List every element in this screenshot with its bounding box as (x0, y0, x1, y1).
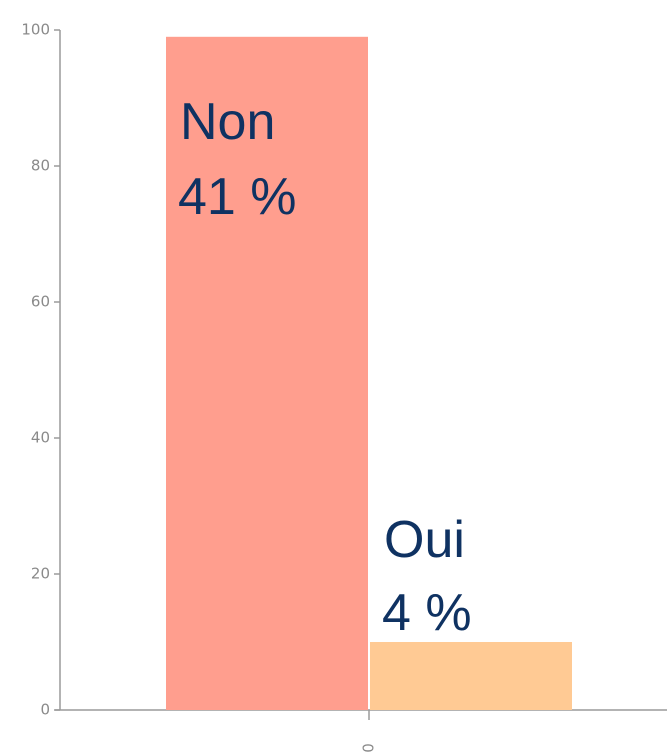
y-tick-label: 20 (31, 565, 50, 583)
y-tick-label: 40 (31, 429, 50, 447)
y-tick-label: 60 (31, 293, 50, 311)
bar-label-name: Oui (384, 511, 465, 569)
y-tick-label: 0 (40, 701, 50, 719)
y-tick-label: 80 (31, 157, 50, 175)
bar (370, 642, 572, 710)
bar-label-percent: 41 % (178, 168, 297, 226)
bar-label-percent: 4 % (382, 584, 472, 642)
x-tick-label: 0 (360, 743, 378, 753)
bar (166, 36, 368, 711)
y-tick-label: 100 (21, 21, 50, 39)
bar-label-name: Non (180, 93, 275, 151)
